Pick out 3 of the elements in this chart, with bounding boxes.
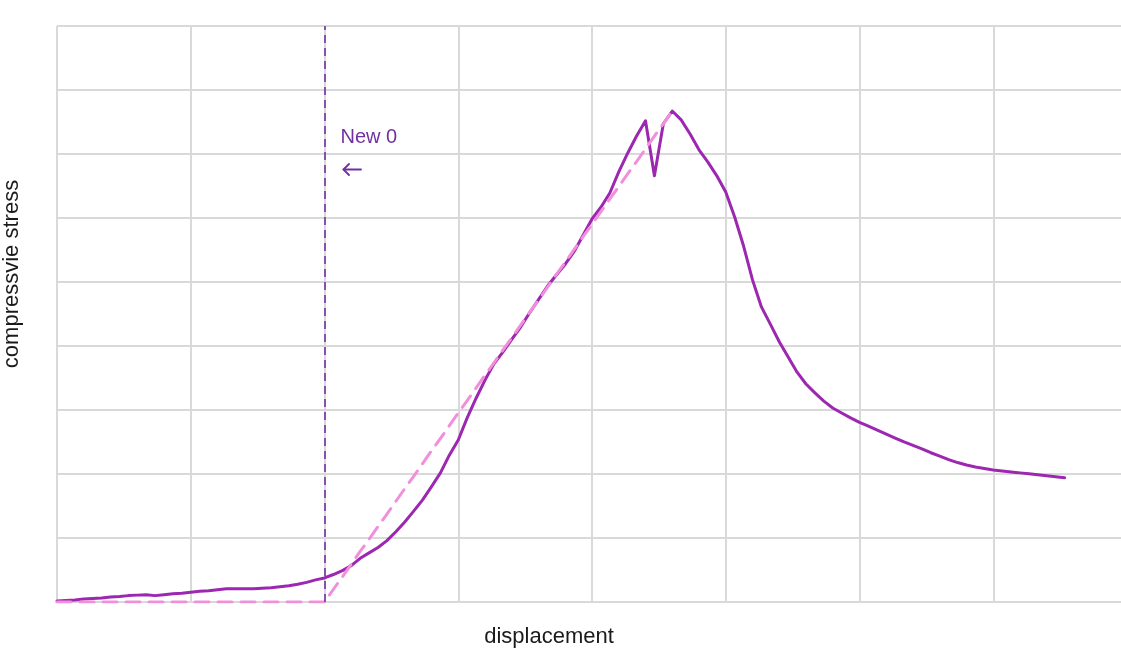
y-axis-title: compressvie stress	[0, 179, 23, 369]
annotation: New 0	[340, 125, 398, 147]
x-axis-title: displacement	[484, 622, 614, 648]
